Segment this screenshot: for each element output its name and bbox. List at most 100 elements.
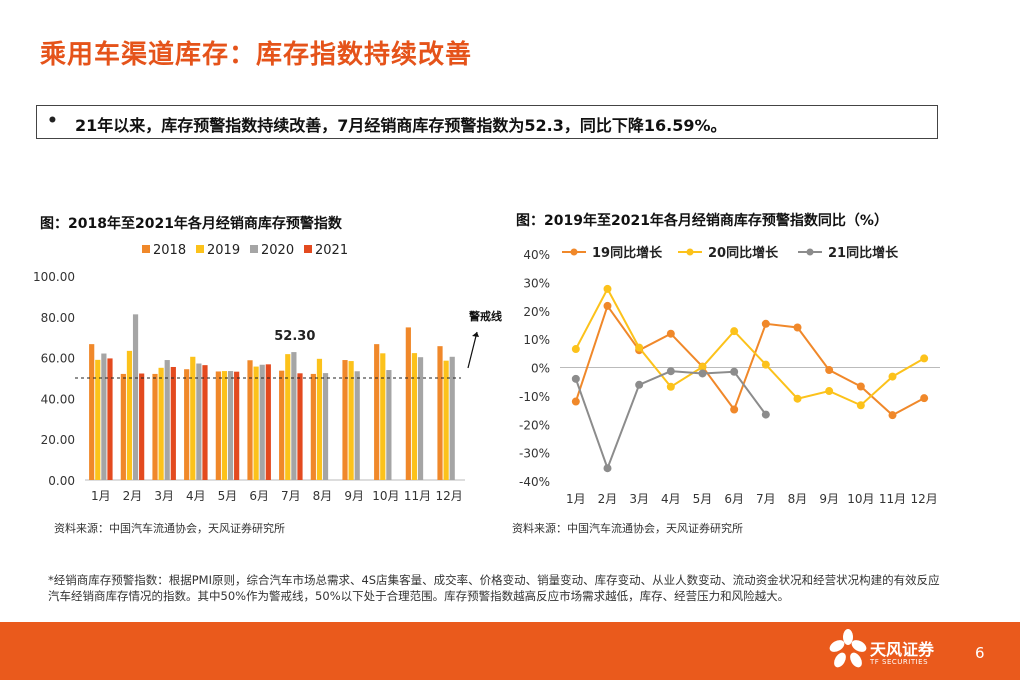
y-tick-label: 20.00 — [41, 433, 75, 447]
point-21同比增长-1月 — [571, 374, 580, 383]
point-19同比增长-1月 — [571, 397, 580, 406]
point-19同比增长-12月 — [920, 394, 929, 403]
bar-2019-3月 — [158, 367, 164, 480]
bar-2018-4月 — [184, 369, 190, 480]
y-tick-label: 0.00 — [48, 474, 75, 488]
bar-2020-3月 — [164, 360, 170, 480]
point-21同比增长-7月 — [761, 410, 770, 419]
x-tick-label: 4月 — [661, 492, 681, 506]
x-tick-label: 7月 — [281, 489, 301, 503]
summary-text: 21年以来，库存预警指数持续改善，7月经销商库存预警指数为52.3，同比下降16… — [75, 116, 727, 135]
x-tick-label: 3月 — [154, 489, 174, 503]
point-21同比增长-2月 — [603, 464, 612, 473]
bar-2019-9月 — [348, 361, 354, 480]
point-19同比增长-2月 — [603, 301, 612, 310]
y-tick-label: 80.00 — [41, 311, 75, 325]
bar-2021-6月 — [265, 364, 271, 480]
y-tick-label: 0% — [531, 362, 550, 376]
bar-2021-5月 — [234, 371, 240, 480]
bar-2020-1月 — [101, 353, 107, 480]
legend-label-2019: 2019 — [207, 243, 240, 258]
point-19同比增长-9月 — [825, 366, 834, 375]
x-tick-label: 4月 — [186, 489, 206, 503]
x-tick-label: 6月 — [724, 492, 744, 506]
point-21同比增长-6月 — [730, 367, 739, 376]
bar-2020-10月 — [386, 370, 392, 480]
legend-marker-21同比增长 — [806, 248, 814, 256]
bar-2018-5月 — [215, 371, 221, 480]
line-chart-title: 图：2019年至2021年各月经销商库存预警指数同比（%） — [516, 213, 888, 229]
x-tick-label: 12月 — [436, 489, 463, 503]
y-tick-label: 20% — [523, 305, 550, 319]
bar-2020-5月 — [227, 371, 234, 480]
x-tick-label: 5月 — [693, 492, 713, 506]
x-tick-label: 12月 — [911, 492, 938, 506]
threshold-label: 警戒线 — [468, 309, 502, 323]
bar-2019-1月 — [95, 359, 101, 480]
footnote: *经销商库存预警指数：根据PMI原则，综合汽车市场总需求、4S店集客量、成交率、… — [48, 573, 940, 603]
bar-2020-7月 — [291, 352, 297, 480]
point-20同比增长-8月 — [793, 394, 802, 403]
legend-label-19同比增长: 19同比增长 — [592, 245, 663, 261]
y-tick-label: -30% — [519, 447, 550, 461]
legend-label-21同比增长: 21同比增长 — [828, 245, 899, 261]
point-19同比增长-4月 — [666, 329, 675, 338]
bar-2018-10月 — [374, 344, 380, 480]
bar-chart-source: 资料来源：中国汽车流通协会，天风证券研究所 — [54, 522, 285, 535]
point-20同比增长-1月 — [571, 345, 580, 354]
legend-label-2020: 2020 — [261, 243, 294, 258]
point-19同比增长-10月 — [856, 382, 865, 391]
bar-2021-1月 — [107, 358, 113, 480]
legend-label-2018: 2018 — [153, 243, 186, 258]
legend-marker-20同比增长 — [686, 248, 694, 256]
legend-marker-19同比增长 — [570, 248, 578, 256]
bar-chart: 2018 2019 2020 2021 0.00 20.00 40.00 60.00 80.00… — [33, 243, 502, 503]
y-tick-label: 60.00 — [41, 352, 75, 366]
x-tick-label: 7月 — [756, 492, 776, 506]
y-tick-label: 40.00 — [41, 392, 75, 406]
threshold-arrow-line — [467, 331, 478, 369]
point-20同比增长-6月 — [730, 327, 739, 336]
y-tick-label: -10% — [519, 390, 550, 404]
bar-2021-3月 — [170, 366, 176, 480]
bar-2018-7月 — [279, 370, 285, 480]
bar-2019-4月 — [190, 356, 196, 480]
point-19同比增长-6月 — [730, 405, 739, 414]
bar-2020-11月 — [417, 357, 424, 480]
bar-2019-7月 — [285, 354, 291, 480]
bullet-mark: • — [47, 111, 58, 131]
x-tick-label: 11月 — [404, 489, 431, 503]
x-tick-label: 2月 — [598, 492, 618, 506]
bar-2019-2月 — [126, 350, 133, 480]
legend-label-20同比增长: 20同比增长 — [708, 245, 779, 261]
point-20同比增长-3月 — [635, 343, 644, 352]
bar-2019-10月 — [380, 353, 386, 480]
y-tick-label: 30% — [523, 276, 550, 290]
bar-2019-12月 — [443, 360, 449, 480]
x-tick-label: 11月 — [879, 492, 906, 506]
series-line-20同比增长 — [574, 286, 925, 407]
brand-name: 天风证券 — [870, 640, 935, 659]
point-20同比增长-10月 — [856, 401, 865, 410]
point-21同比增长-5月 — [698, 369, 707, 378]
legend-label-2021: 2021 — [315, 243, 348, 258]
bar-2020-9月 — [354, 371, 360, 480]
bar-2018-1月 — [89, 344, 95, 480]
point-20同比增长-9月 — [825, 387, 834, 396]
point-20同比增长-12月 — [920, 354, 929, 363]
point-20同比增长-2月 — [603, 284, 612, 293]
point-20同比增长-5月 — [698, 362, 707, 371]
page-number: 6 — [975, 644, 985, 662]
x-tick-label: 5月 — [218, 489, 238, 503]
y-tick-label: -40% — [519, 475, 550, 489]
point-21同比增长-3月 — [635, 380, 644, 389]
bar-2020-2月 — [132, 314, 139, 480]
point-20同比增长-7月 — [761, 360, 770, 369]
bar-2020-8月 — [322, 373, 329, 480]
legend-swatch-2020 — [250, 245, 258, 253]
threshold-arrow-head — [472, 332, 479, 337]
point-19同比增长-11月 — [888, 411, 897, 420]
flower-logo-icon — [829, 629, 867, 668]
x-tick-label: 1月 — [566, 492, 586, 506]
legend-swatch-2018 — [142, 245, 150, 253]
